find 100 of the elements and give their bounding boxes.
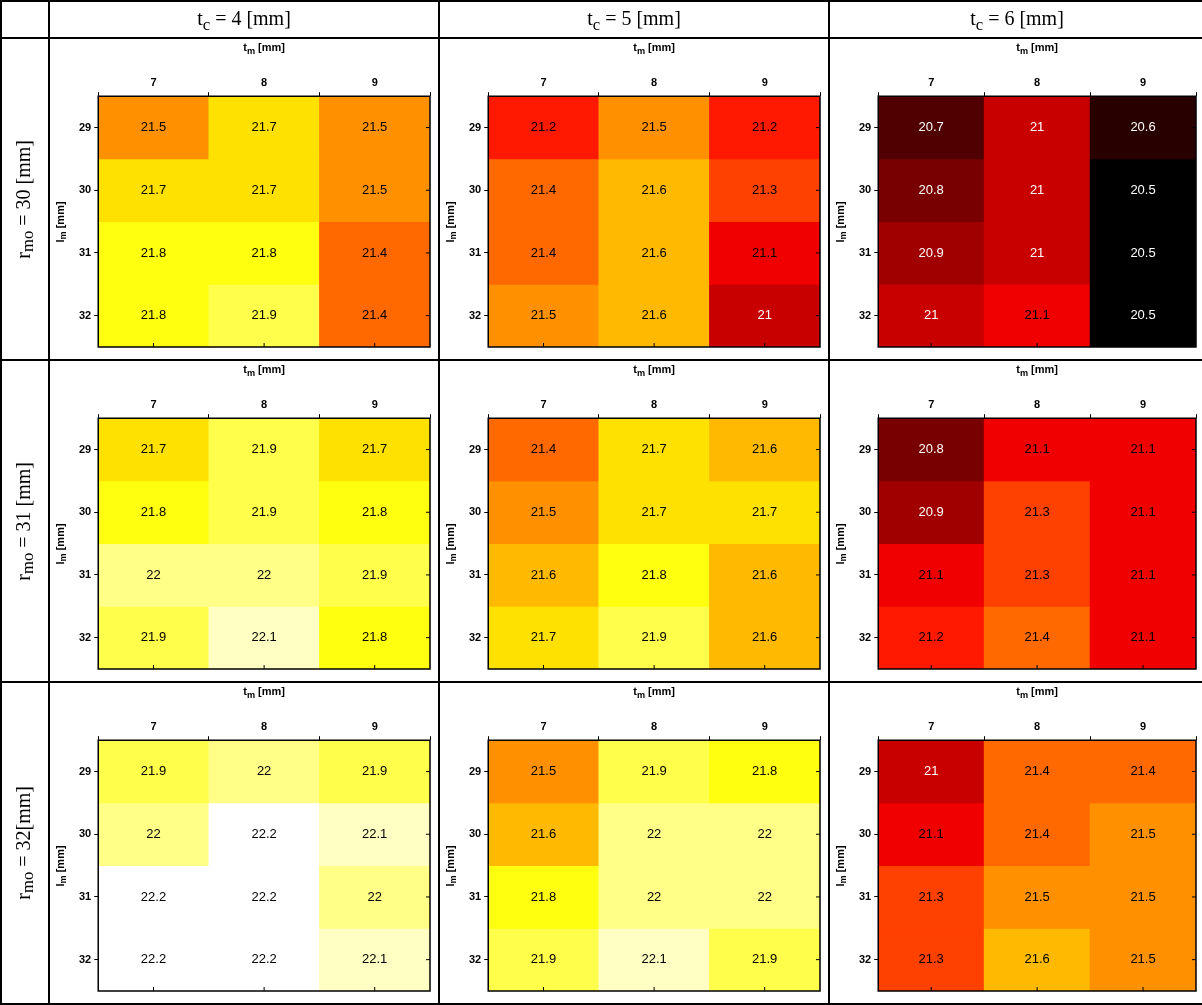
data-label: 21.1 [1130, 441, 1156, 457]
data-label: 22 [256, 763, 272, 779]
data-label: 21.7 [140, 181, 167, 197]
x-tick-label: 7 [540, 397, 547, 410]
y-tick-label: 29 [78, 120, 92, 133]
data-label: 22.2 [251, 888, 277, 904]
data-label: 21.9 [362, 763, 388, 779]
data-label: 20.9 [918, 503, 944, 519]
data-label: 21.5 [530, 763, 557, 779]
data-label: 21.6 [752, 629, 778, 645]
data-label: 21.1 [1130, 566, 1156, 582]
data-label: 22.1 [362, 825, 388, 841]
y-tick-label: 31 [858, 567, 872, 580]
data-label: 21.2 [918, 629, 944, 645]
data-label: 21.3 [918, 951, 944, 967]
y-tick-label: 29 [78, 764, 92, 777]
data-label: 21.7 [251, 181, 277, 197]
data-label: 22.1 [251, 629, 277, 645]
x-axis-title: t$_{m}$ [mm] [1015, 41, 1059, 57]
x-tick-label: 7 [150, 75, 157, 88]
data-label: 21.6 [530, 825, 557, 841]
x-tick-label: 8 [651, 75, 658, 88]
data-label: 21.8 [362, 503, 388, 519]
data-label: 21.7 [752, 503, 778, 519]
data-label: 21.9 [140, 629, 167, 645]
data-label: 21.4 [362, 244, 388, 260]
data-label: 21.7 [362, 441, 388, 457]
data-label: 21.4 [530, 441, 557, 457]
x-tick-label: 9 [761, 719, 768, 732]
y-tick-label: 30 [858, 827, 872, 840]
data-label: 21.9 [251, 307, 277, 323]
x-tick-label: 9 [761, 397, 768, 410]
data-label: 22.1 [362, 951, 388, 967]
x-axis-title: t$_{m}$ [mm] [242, 363, 286, 379]
data-label: 21.6 [641, 307, 667, 323]
data-label: 21.9 [362, 566, 388, 582]
data-label: 21.9 [641, 763, 667, 779]
data-label: 21.7 [641, 441, 667, 457]
data-label: 21.5 [362, 119, 388, 135]
x-axis-title: t$_{m}$ [mm] [632, 41, 676, 57]
x-axis-title: t$_{m}$ [mm] [632, 685, 676, 701]
data-label: 21.7 [530, 629, 557, 645]
y-tick-label: 31 [78, 889, 92, 902]
y-tick-label: 29 [858, 442, 872, 455]
data-label: 21.6 [641, 181, 667, 197]
y-tick-label: 30 [468, 505, 482, 518]
data-label: 20.8 [918, 441, 944, 457]
x-tick-label: 8 [1034, 397, 1041, 410]
chart-title: t$_{c}$ = 5 [mm] [440, 2, 828, 37]
data-label: 22.2 [140, 888, 167, 904]
data-label: 21.1 [1130, 503, 1156, 519]
x-tick-label: 9 [371, 75, 378, 88]
y-tick-label: 30 [78, 827, 92, 840]
x-tick-label: 9 [371, 397, 378, 410]
y-tick-label: 30 [468, 183, 482, 196]
data-label: 22.2 [251, 825, 277, 841]
data-label: 21.8 [251, 244, 277, 260]
y-tick-label: 32 [468, 630, 482, 643]
data-label: 21.1 [918, 825, 944, 841]
data-label: 21.1 [1024, 307, 1050, 323]
data-label: 21.5 [140, 119, 167, 135]
data-label: 21 [1029, 119, 1045, 135]
x-tick-label: 9 [1139, 75, 1147, 88]
y-tick-label: 32 [468, 308, 482, 321]
data-label: 21.6 [1024, 951, 1050, 967]
data-label: 22 [256, 566, 272, 582]
y-tick-label: 29 [468, 764, 482, 777]
data-label: 21.2 [530, 119, 557, 135]
x-tick-label: 8 [1034, 75, 1041, 88]
data-label: 22 [146, 566, 161, 582]
data-label: 21.8 [362, 629, 388, 645]
x-tick-label: 8 [261, 397, 268, 410]
data-label: 21 [923, 307, 939, 323]
data-label: 20.7 [918, 119, 944, 135]
data-label: 21.1 [1024, 441, 1050, 457]
x-tick-label: 9 [1139, 397, 1147, 410]
data-label: 22.2 [251, 951, 277, 967]
chart-title: t$_{c}$ = 4 [mm] [50, 2, 438, 37]
data-label: 21.8 [140, 244, 167, 260]
data-label: 21.5 [1130, 951, 1156, 967]
y-tick-label: 31 [78, 245, 92, 258]
x-tick-label: 9 [761, 75, 768, 88]
data-label: 21.9 [530, 951, 557, 967]
data-label: 22 [646, 825, 662, 841]
data-label: 21.9 [752, 951, 778, 967]
data-label: 21.5 [530, 307, 557, 323]
data-label: 21.3 [1024, 566, 1050, 582]
data-label: 21.4 [1130, 763, 1156, 779]
y-tick-label: 31 [858, 889, 872, 902]
x-tick-label: 8 [651, 397, 658, 410]
data-label: 20.9 [918, 244, 944, 260]
data-label: 21.4 [530, 244, 557, 260]
x-axis-title: t$_{m}$ [mm] [632, 363, 676, 379]
data-label: 21.5 [1130, 888, 1156, 904]
data-label: 21.5 [641, 119, 667, 135]
y-tick-label: 29 [468, 442, 482, 455]
data-label: 21.4 [1024, 825, 1050, 841]
data-label: 21.3 [752, 181, 778, 197]
x-axis-title: t$_{m}$ [mm] [242, 685, 286, 701]
data-label: 21.8 [752, 763, 778, 779]
